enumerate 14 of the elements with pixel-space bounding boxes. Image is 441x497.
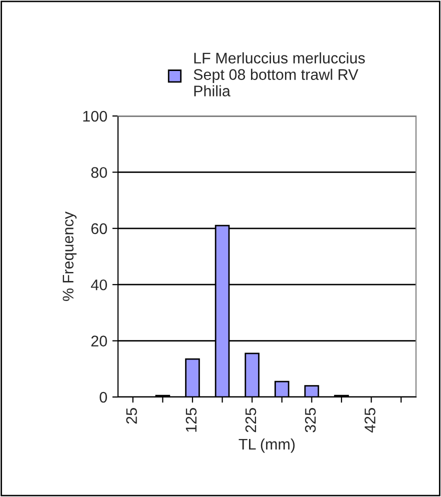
x-axis-title: TL (mm) xyxy=(238,438,295,453)
y-tick-label: 80 xyxy=(91,167,107,178)
x-tick-label: 125 xyxy=(186,408,197,432)
x-tick-label: 425 xyxy=(364,408,376,433)
y-tick-label: 60 xyxy=(91,223,107,234)
y-tick-label: 0 xyxy=(100,392,107,403)
y-tick-label: 40 xyxy=(90,279,107,290)
y-tick-label: 100 xyxy=(83,110,107,122)
legend-label: LF Merluccius merluccius Sept 08 bottom trawl RV Philia xyxy=(194,52,365,96)
x-tick-label: 325 xyxy=(304,408,316,432)
y-tick-label: 20 xyxy=(91,336,107,346)
x-tick-label: 225 xyxy=(245,408,256,432)
y-axis-title: % Frequency xyxy=(62,212,77,301)
x-tick-label: 25 xyxy=(126,408,137,424)
